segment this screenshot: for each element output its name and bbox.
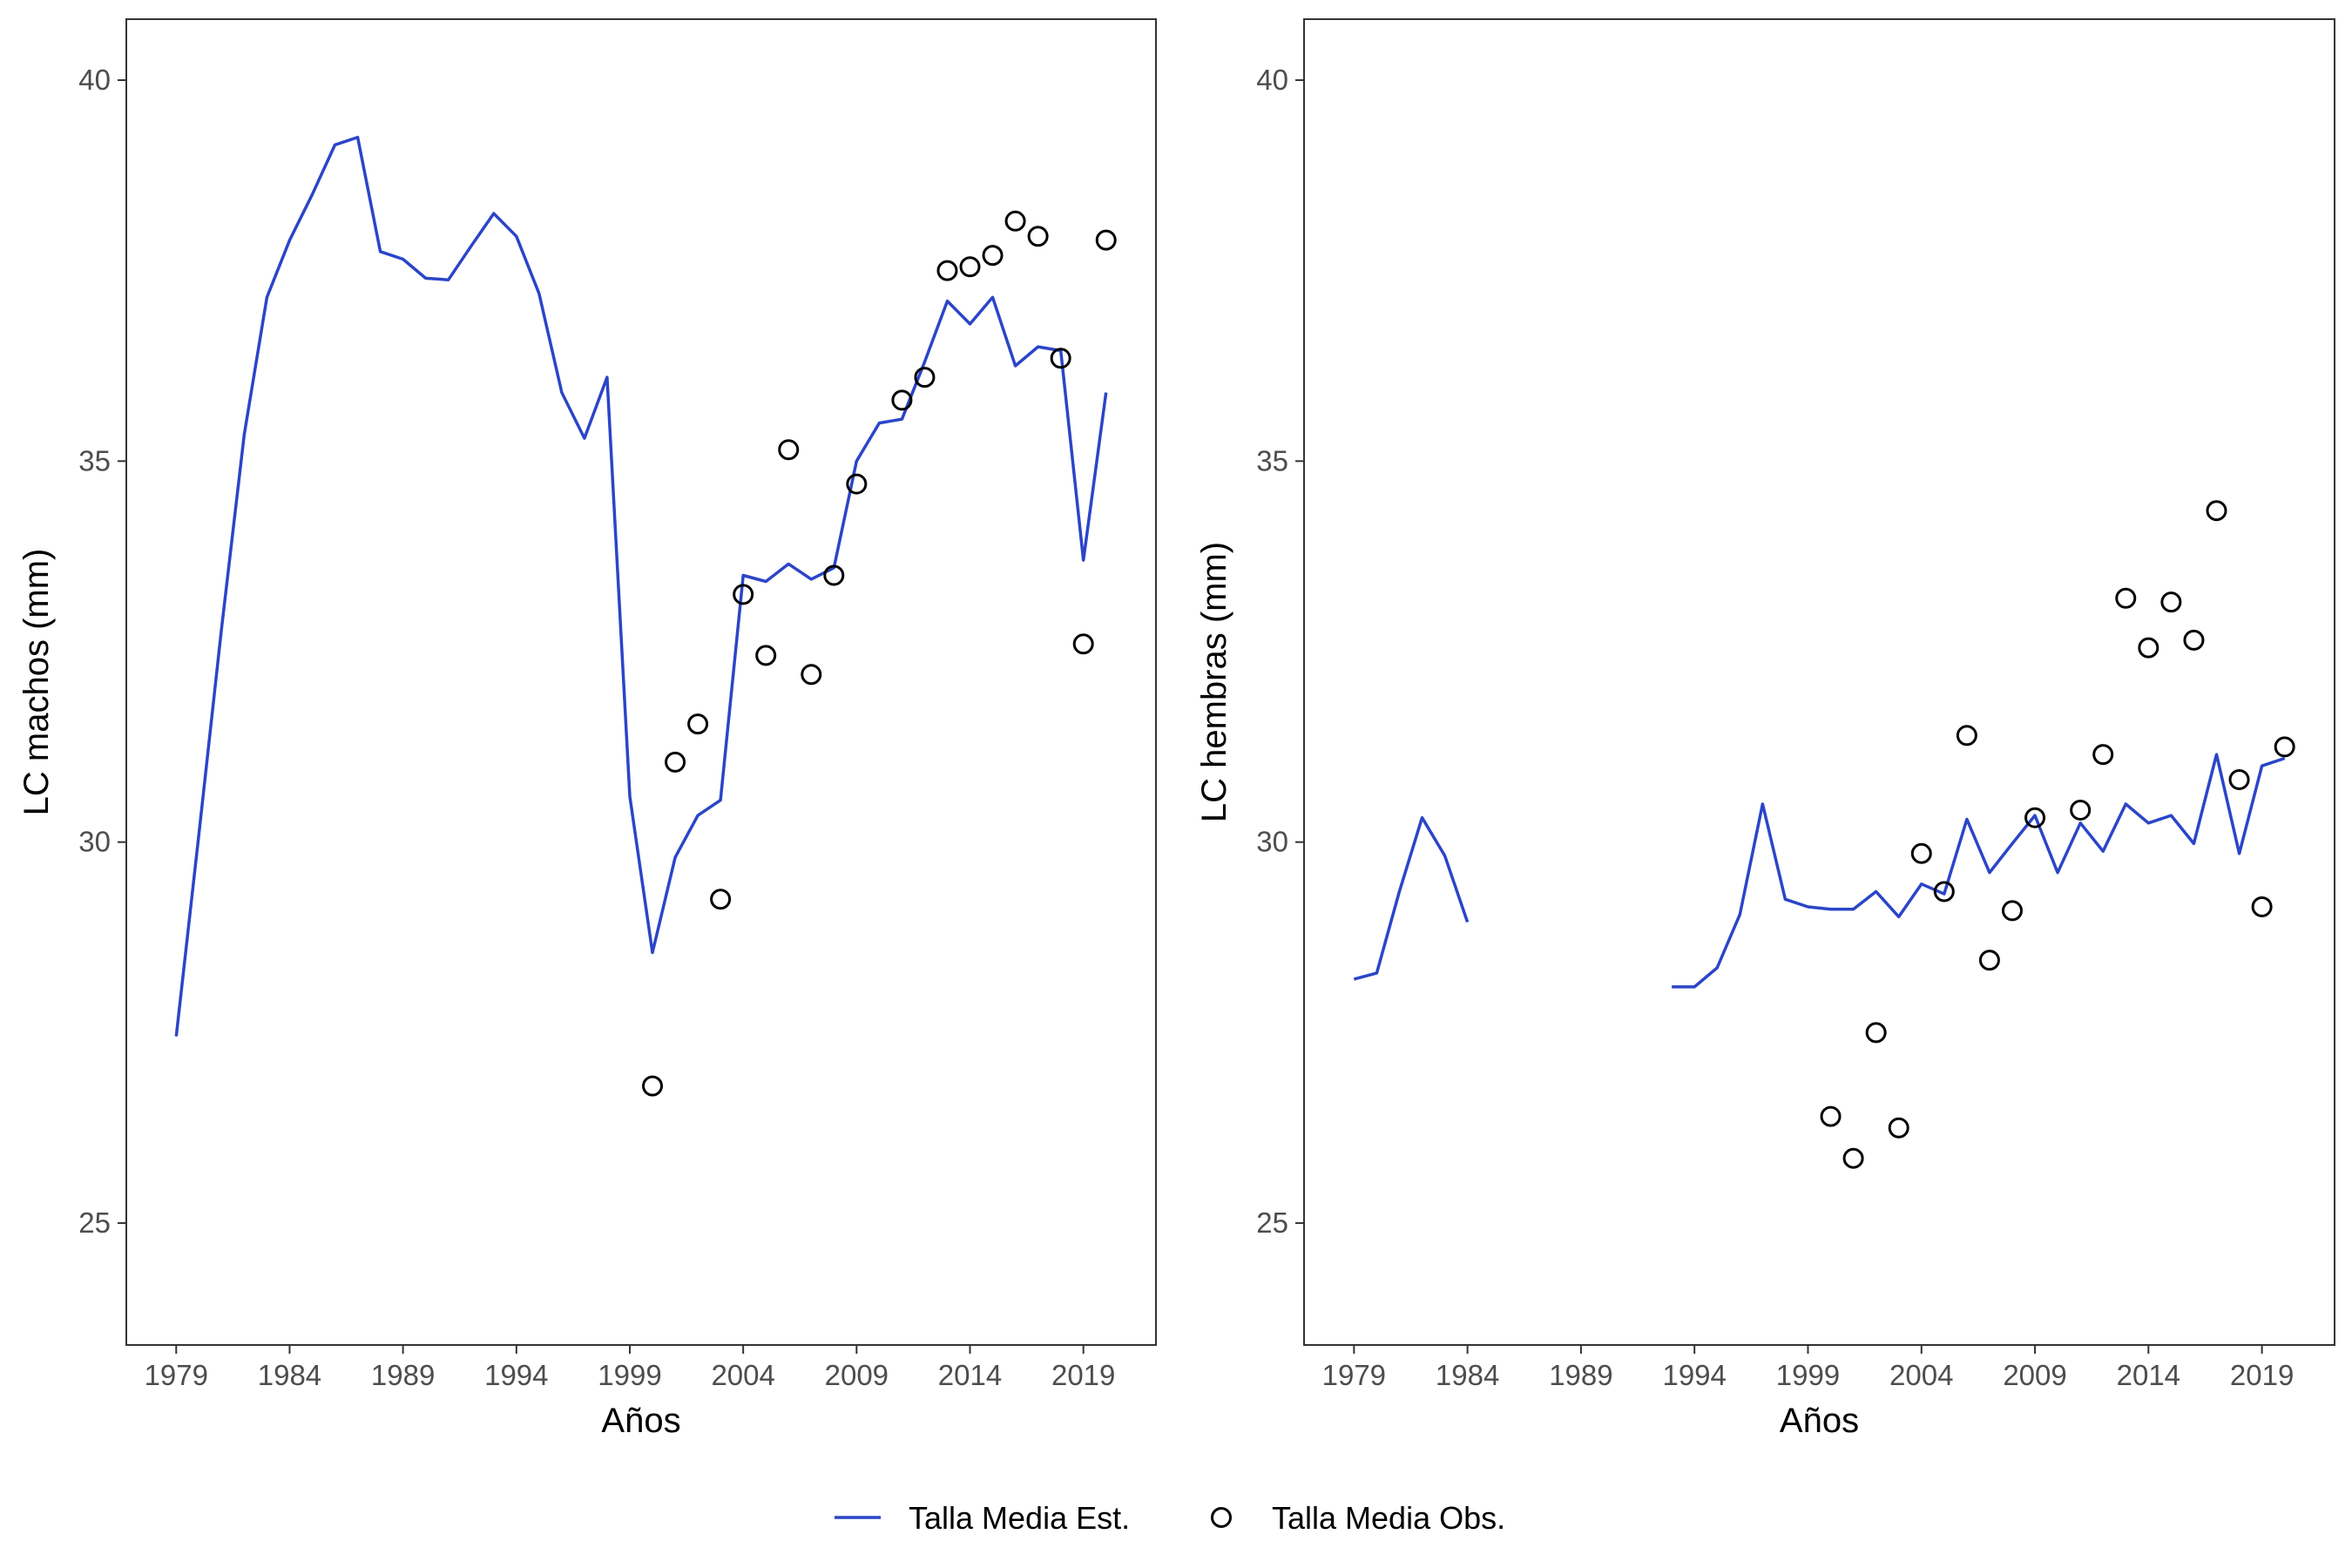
x-tick-label: 1984 (1436, 1359, 1499, 1391)
data-point-talla-media-obs (846, 473, 868, 495)
y-tick-label: 35 (78, 444, 111, 476)
data-point-talla-media-obs (687, 713, 709, 735)
data-point-talla-media-obs (2115, 587, 2137, 609)
x-tick-label: 1994 (1662, 1359, 1726, 1391)
data-point-talla-media-obs (1027, 226, 1049, 247)
x-tick-label: 2019 (1051, 1359, 1115, 1391)
x-tick-label: 1994 (484, 1359, 548, 1391)
data-point-talla-media-obs (1978, 950, 2000, 971)
series-line-talla-media-est (1353, 815, 1470, 981)
y-tick-label: 25 (78, 1206, 111, 1239)
data-point-talla-media-obs (1933, 881, 1955, 902)
data-point-talla-media-obs (2092, 744, 2114, 766)
data-point-talla-media-obs (891, 389, 913, 411)
x-tick-label: 1989 (371, 1359, 435, 1391)
data-point-talla-media-obs (2183, 629, 2205, 651)
x-axis-title: Años (601, 1402, 680, 1440)
y-tick-label: 30 (1256, 826, 1288, 858)
data-point-talla-media-obs (801, 664, 822, 686)
x-tick-label: 1989 (1549, 1359, 1612, 1391)
data-point-talla-media-obs (2251, 896, 2273, 918)
x-tick-label: 2019 (2230, 1359, 2294, 1391)
y-tick-label: 35 (1256, 444, 1288, 476)
legend-points-label: Talla Media Obs. (1272, 1500, 1505, 1536)
y-tick-label: 40 (78, 64, 111, 96)
data-point-talla-media-obs (2228, 768, 2250, 790)
data-point-talla-media-obs (665, 751, 686, 773)
y-tick-label: 30 (78, 826, 111, 858)
data-point-talla-media-obs (733, 584, 754, 605)
series-line-talla-media-est (174, 135, 1108, 1037)
legend-line-label: Talla Media Est. (909, 1500, 1130, 1536)
data-point-talla-media-obs (710, 889, 732, 910)
x-tick-label: 1999 (598, 1359, 661, 1391)
data-point-talla-media-obs (778, 439, 800, 461)
series-line-talla-media-est (1672, 753, 2286, 989)
data-point-talla-media-obs (1956, 725, 1977, 747)
legend: Talla Media Est. Talla Media Obs. (835, 1500, 1505, 1536)
data-point-talla-media-obs (1842, 1147, 1864, 1169)
panel-hembras: 25 30 35 40 1979 1984 1989 1994 1999 2004 2009 2014… (1195, 18, 2335, 1440)
x-tick-label: 2014 (2117, 1359, 2180, 1391)
data-point-talla-media-obs (642, 1075, 664, 1097)
data-point-talla-media-obs (982, 245, 1004, 267)
data-point-talla-media-obs (2070, 799, 2092, 821)
data-point-talla-media-obs (2274, 736, 2295, 758)
data-point-talla-media-obs (2024, 807, 2046, 828)
legend-point-key (1211, 1507, 1232, 1528)
data-point-talla-media-obs (823, 564, 845, 586)
x-tick-label: 2004 (711, 1359, 774, 1391)
y-axis-title: LC machos (mm) (17, 549, 56, 816)
x-tick-label: 1984 (258, 1359, 321, 1391)
y-axis-title: LC hembras (mm) (1195, 542, 1233, 822)
x-tick-label: 2009 (2003, 1359, 2066, 1391)
data-point-talla-media-obs (1888, 1117, 1909, 1139)
data-point-talla-media-obs (2001, 900, 2023, 922)
data-point-talla-media-obs (936, 260, 958, 281)
data-point-talla-media-obs (2206, 500, 2227, 522)
x-tick-label: 1979 (145, 1359, 208, 1391)
data-point-talla-media-obs (1865, 1022, 1887, 1044)
panel-machos: 25 30 35 40 1979 1984 1989 1994 1999 2004 2009 2014… (17, 18, 1157, 1440)
plot-area (125, 18, 1157, 1346)
x-tick-label: 2004 (1889, 1359, 1953, 1391)
data-point-talla-media-obs (1820, 1105, 1842, 1127)
data-point-talla-media-obs (755, 645, 777, 666)
data-point-talla-media-obs (1072, 633, 1094, 655)
x-tick-label: 2009 (825, 1359, 889, 1391)
y-tick-label: 25 (1256, 1206, 1288, 1239)
data-point-talla-media-obs (959, 256, 981, 278)
x-tick-label: 1999 (1776, 1359, 1840, 1391)
data-point-talla-media-obs (1004, 210, 1026, 232)
data-point-talla-media-obs (1050, 348, 1071, 369)
x-axis-title: Años (1780, 1402, 1859, 1440)
data-point-talla-media-obs (1910, 842, 1932, 864)
data-point-talla-media-obs (914, 367, 936, 389)
x-tick-label: 2014 (938, 1359, 1002, 1391)
data-point-talla-media-obs (2160, 591, 2182, 613)
data-point-talla-media-obs (2138, 637, 2159, 659)
x-tick-label: 1979 (1322, 1359, 1386, 1391)
y-tick-label: 40 (1256, 64, 1288, 96)
data-point-talla-media-obs (1095, 229, 1117, 251)
plot-area (1303, 18, 2335, 1346)
